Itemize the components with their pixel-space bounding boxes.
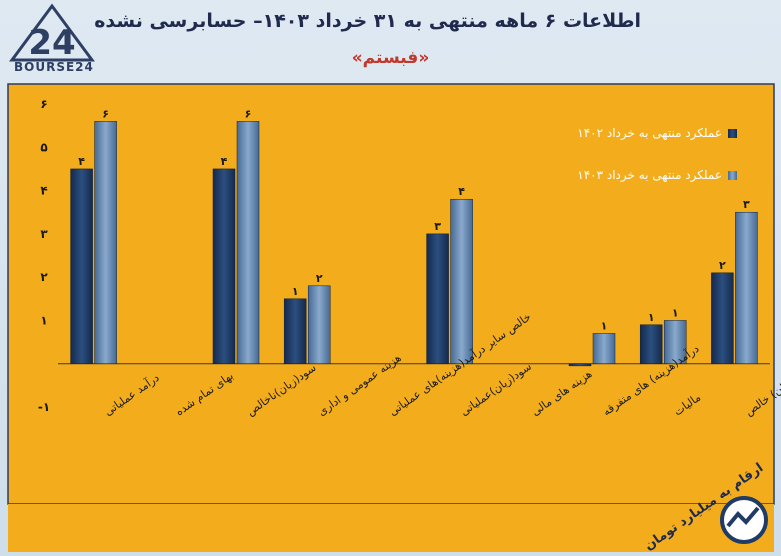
bar-data-label: ۶ (102, 107, 109, 120)
bar-1403 (450, 198, 473, 364)
bar-data-label: ۱ (601, 319, 608, 332)
legend: عملکرد منتهی به خرداد ۱۴۰۲ عملکرد منتهی … (577, 126, 737, 183)
bar-1402 (711, 272, 734, 364)
legend-swatch-1403 (728, 171, 737, 180)
bar-1402 (639, 324, 663, 364)
plot-background (7, 83, 775, 505)
bar-data-label: ۱ (672, 306, 679, 319)
logo-text: BOURSE24 (14, 60, 94, 74)
y-tick-label: ۳ (40, 227, 48, 241)
bars: ۴ ۶ ۴ ۶ ۱ ۲ ۳ ۴ ۱ ۱ ۱ ۲ ۳ (70, 107, 758, 367)
bar-1403 (307, 285, 331, 364)
legend-label-1403: عملکرد منتهی به خرداد ۱۴۰۳ (577, 168, 722, 183)
y-tick-label: ۱ (40, 313, 47, 327)
bar-1402 (426, 233, 449, 364)
bar-data-label: ۲ (719, 259, 726, 272)
y-tick-label: ۵ (40, 140, 47, 154)
logo-mark: 24 (28, 23, 75, 63)
bar-1402 (283, 298, 307, 364)
legend-label-1402: عملکرد منتهی به خرداد ۱۴۰۲ (577, 126, 722, 141)
bar-1402 (212, 168, 236, 364)
bar-1403 (236, 121, 260, 364)
bar-1402 (568, 363, 592, 367)
page-title: اطلاعات ۶ ماهه منتهی به ۳۱ خرداد ۱۴۰۳– ح… (94, 10, 641, 32)
bourse24-logo: 24 (8, 2, 98, 76)
bar-data-label: ۱ (292, 285, 299, 298)
bar-1402 (70, 168, 93, 364)
y-tick-label: ۶ (40, 97, 47, 111)
bar-data-label: ۴ (458, 185, 465, 198)
bar-data-label: ۴ (221, 155, 228, 168)
bar-data-label: ۲ (316, 272, 323, 285)
page-subtitle: «فبستم» (351, 48, 430, 68)
label-band (8, 504, 774, 552)
bar-data-label: ۱ (648, 311, 655, 324)
bar-data-label: ۴ (78, 155, 85, 168)
bar-data-label: ۳ (434, 220, 441, 233)
y-tick-label: ۴ (40, 184, 47, 198)
bar-1403 (592, 333, 616, 364)
y-tick-label: ۲ (40, 270, 48, 284)
bar-1403 (735, 211, 758, 364)
logo-mark-icon: 24 (9, 3, 95, 63)
y-axis: ۶ ۵ ۴ ۳ ۲ ۱ -۱ (38, 97, 50, 414)
trend-arrow-icon (726, 506, 760, 528)
bar-1403 (94, 121, 117, 364)
bar-data-label: ۶ (245, 107, 252, 120)
y-tick-label: -۱ (38, 400, 50, 414)
bar-1403 (663, 320, 687, 364)
legend-swatch-1402 (728, 129, 737, 138)
bar-data-label: ۳ (743, 198, 750, 211)
